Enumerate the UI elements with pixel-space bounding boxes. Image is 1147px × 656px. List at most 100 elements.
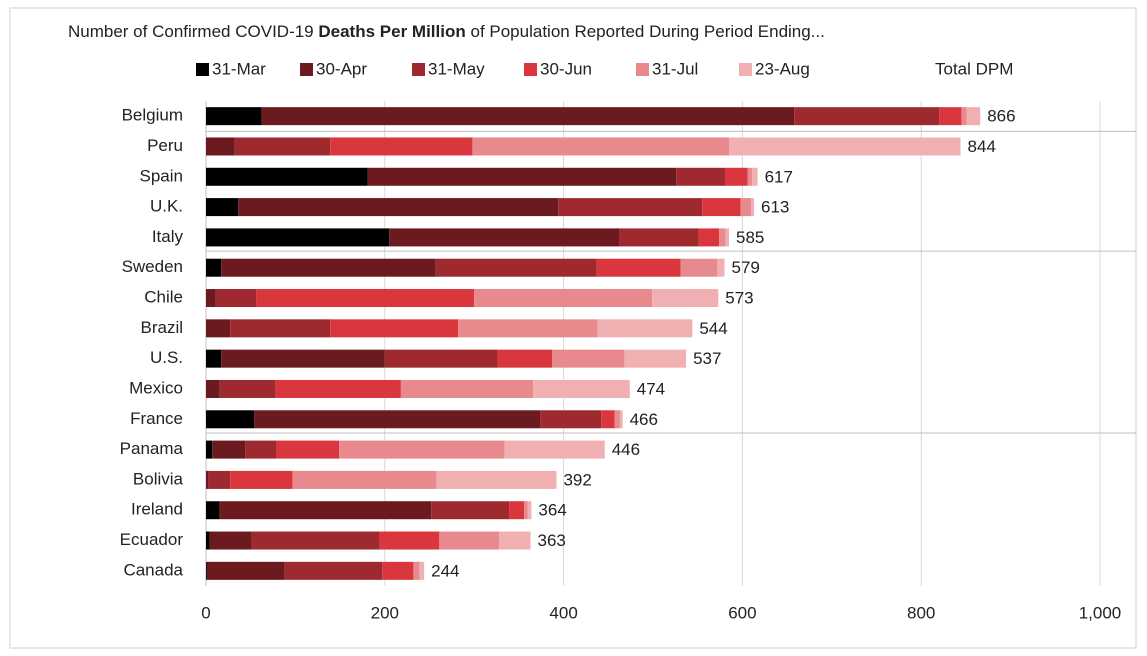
total-label: 363 [538,531,566,550]
total-label: 579 [732,258,760,277]
x-tick-label: 1,000 [1079,603,1122,622]
legend-swatch [524,63,537,76]
bar-segment [419,561,425,580]
bar-segment [221,258,436,277]
legend-swatch [300,63,313,76]
bar-segment [597,319,693,338]
bar-segment [206,470,209,489]
bar-segment [747,167,753,186]
bar-segment [458,319,598,338]
bar-segment [939,107,962,126]
bar-segment [251,531,380,550]
bar-segment [206,410,255,429]
bar-segment [751,198,755,217]
y-tick-label: Spain [140,166,183,185]
legend-label: 30-Jun [540,59,592,78]
bar-segment [221,349,385,368]
bar-segment [504,440,605,459]
bar-segment [261,107,795,126]
bar-segment [527,501,532,520]
bar-segment [206,228,390,247]
bar-segment [966,107,981,126]
bar-segment [698,228,720,247]
bar-segment [339,440,505,459]
legend-swatch [636,63,649,76]
legend-swatch [412,63,425,76]
bar-segment [230,470,293,489]
bar-segment [680,258,718,277]
y-tick-label: France [130,409,183,428]
bar-segment [725,228,729,247]
total-label: 585 [736,228,764,247]
bar-segment [702,198,741,217]
bar-segment [215,289,257,308]
legend-swatch [739,63,752,76]
bar-segment [256,289,475,308]
total-label: 613 [761,198,789,217]
bar-segment [206,289,216,308]
y-tick-label: Italy [152,227,184,246]
bar-segment [499,531,531,550]
chart-border [9,7,1137,649]
bar-segment [558,198,703,217]
bar-segment [474,289,653,308]
bar-segment [624,349,687,368]
y-tick-label: Panama [120,439,184,458]
bar-segment [540,410,602,429]
bar-segment [551,349,625,368]
y-tick-label: Mexico [129,378,183,397]
total-label: 364 [538,501,566,520]
x-tick-label: 800 [907,603,935,622]
bar-segment [219,379,276,398]
legend-label: 31-Mar [212,59,266,78]
bar-segment [435,258,597,277]
bar-segment [206,167,368,186]
y-tick-label: Ecuador [120,530,184,549]
title-part: Deaths Per Million [318,22,465,41]
bar-segment [719,228,726,247]
total-label: 466 [630,410,658,429]
bar-segment [206,531,210,550]
bar-segment [728,137,961,156]
bar-segment [439,531,500,550]
bar-segment [740,198,752,217]
total-label: 244 [431,561,459,580]
x-tick-label: 400 [549,603,577,622]
bar-segment [676,167,726,186]
bar-segment [384,349,498,368]
bar-segment [601,410,615,429]
bar-segment [752,167,758,186]
bar-segment [206,440,213,459]
total-label: 617 [765,167,793,186]
bar-segment [509,501,525,520]
bar-segment [794,107,940,126]
chart-title: Number of Confirmed COVID-19 Deaths Per … [68,22,825,41]
bar-segment [524,501,528,520]
x-tick-label: 600 [728,603,756,622]
bar-segment [431,501,510,520]
bar-segment [367,167,677,186]
total-label: 446 [612,440,640,459]
total-label: 573 [725,289,753,308]
bar-segment [389,228,620,247]
total-label: 474 [637,379,665,398]
y-tick-label: U.K. [150,197,183,216]
bar-segment [245,440,277,459]
y-tick-label: Ireland [131,500,183,519]
bar-segment [209,531,252,550]
y-tick-label: Canada [123,560,183,579]
total-label: 392 [563,470,591,489]
bar-segment [614,410,620,429]
bar-segment [725,167,748,186]
bar-segment [436,470,557,489]
bar-segment [206,501,220,520]
y-tick-label: Bolivia [133,469,184,488]
bar-segment [379,531,440,550]
y-tick-label: Brazil [140,318,183,337]
bar-segment [619,228,699,247]
y-tick-label: Belgium [122,106,183,125]
y-tick-label: Sweden [122,257,183,276]
bar-segment [276,440,340,459]
x-tick-label: 0 [201,603,210,622]
